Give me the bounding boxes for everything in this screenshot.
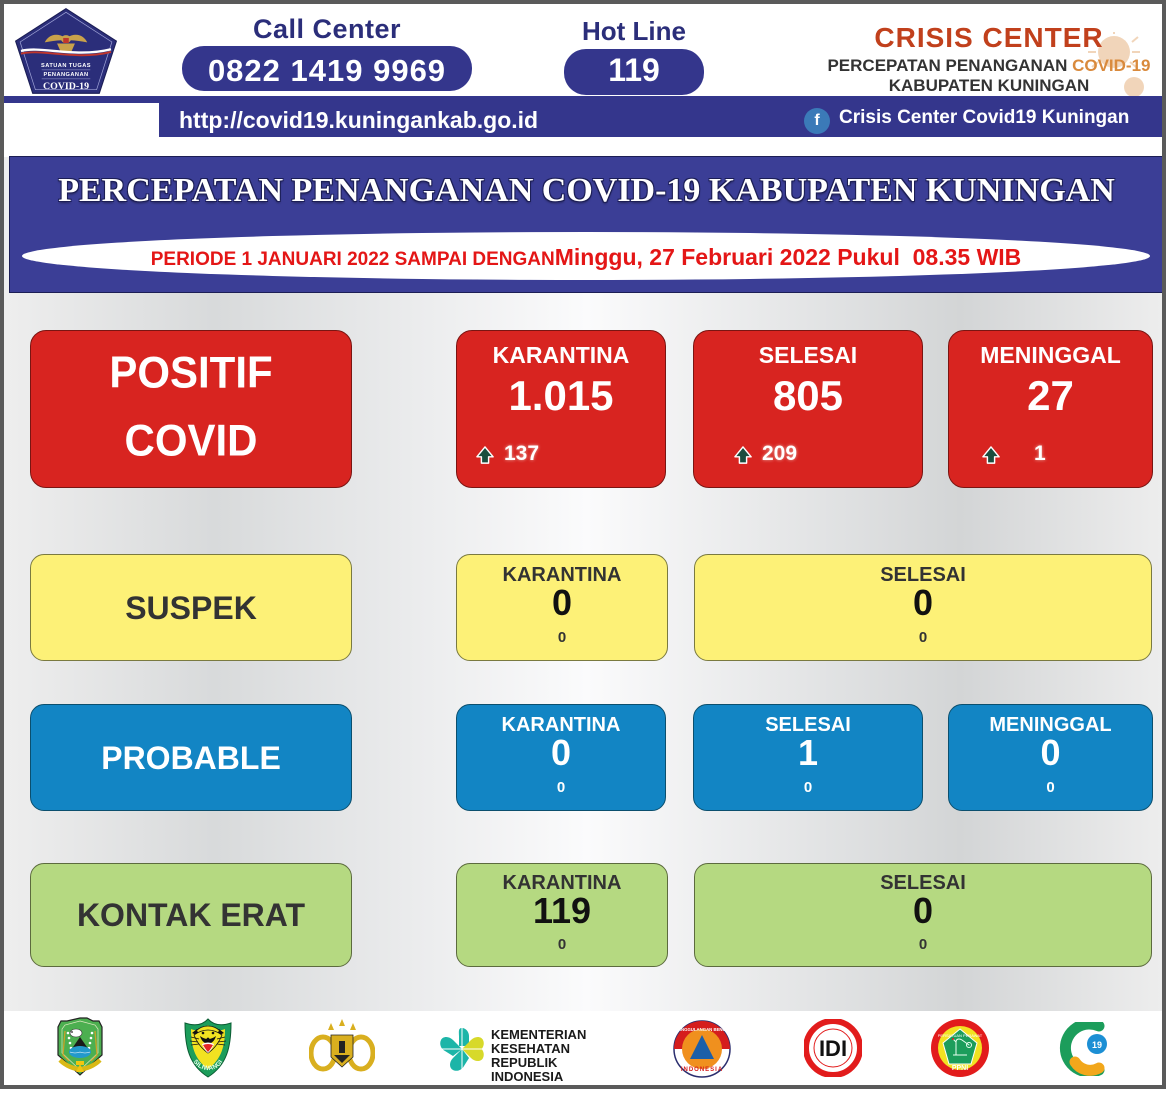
svg-text:PENANGANAN: PENANGANAN: [43, 72, 88, 78]
svg-text:COVID-19: COVID-19: [43, 81, 89, 92]
svg-text:PPNI: PPNI: [952, 1065, 968, 1072]
svg-text:SATUAN TUGAS: SATUAN TUGAS: [41, 63, 91, 69]
svg-text:PENANGGULANGAN BENCANA: PENANGGULANGAN BENCANA: [672, 1027, 732, 1032]
svg-text:INDONESIA: INDONESIA: [681, 1067, 723, 1073]
svg-text:PERSATUAN PERAWAT: PERSATUAN PERAWAT: [938, 1033, 983, 1038]
svg-text:IDI: IDI: [819, 1036, 847, 1061]
svg-text:19: 19: [1092, 1040, 1102, 1050]
